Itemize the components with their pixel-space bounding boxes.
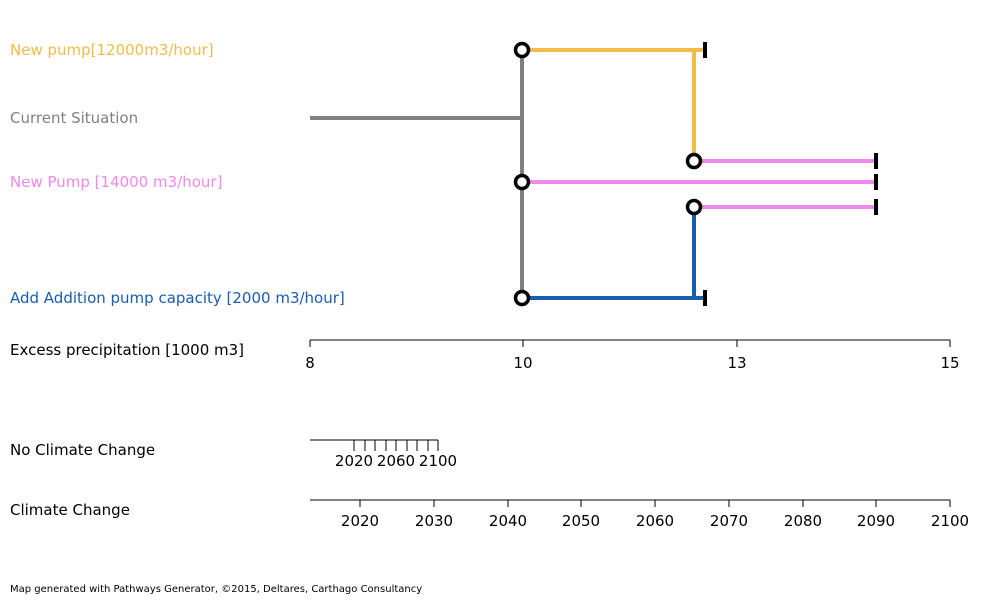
precipitation-tick-label: 13: [727, 354, 746, 372]
no-climate-change-axis: 2020 2060 2100: [310, 439, 457, 470]
climate-change-tick-label: 2090: [857, 512, 895, 530]
precipitation-tick-label: 8: [305, 354, 315, 372]
pathway-label-add-pump-capacity: Add Addition pump capacity [2000 m3/hour…: [10, 289, 345, 307]
climate-change-tick-label: 2060: [636, 512, 674, 530]
climate-change-axis: 2020 2030 2040 2050 2060 2070 2080 2090 …: [310, 499, 969, 530]
transfer-station-lower-14000: [685, 198, 703, 216]
transfer-station-upper-14000: [685, 152, 703, 170]
precipitation-axis: 8 10 13 15: [305, 339, 960, 372]
precipitation-tick-label: 10: [513, 354, 532, 372]
pathway-label-new-pump-14000: New Pump [14000 m3/hour]: [10, 173, 223, 191]
climate-change-tick-label: 2100: [931, 512, 969, 530]
precipitation-axis-label: Excess precipitation [1000 m3]: [10, 341, 245, 359]
climate-change-tick-label: 2040: [489, 512, 527, 530]
precipitation-tick-label: 15: [940, 354, 959, 372]
transfer-station-add-pump-capacity: [513, 289, 531, 307]
no-climate-change-tick-label: 2020: [335, 452, 373, 470]
no-climate-change-tick-label: 2100: [419, 452, 457, 470]
climate-change-tick-label: 2050: [562, 512, 600, 530]
climate-change-tick-label: 2030: [415, 512, 453, 530]
climate-change-label: Climate Change: [10, 501, 130, 519]
pathway-label-new-pump-12000: New pump[12000m3/hour]: [10, 41, 214, 59]
footer-credit: Map generated with Pathways Generator, ©…: [10, 584, 423, 595]
climate-change-tick-label: 2070: [710, 512, 748, 530]
transfer-station-new-pump-12000: [513, 41, 531, 59]
pathway-label-current-situation: Current Situation: [10, 109, 139, 127]
climate-change-tick-label: 2080: [784, 512, 822, 530]
transfer-station-new-pump-14000: [513, 173, 531, 191]
no-climate-change-label: No Climate Change: [10, 441, 156, 459]
no-climate-change-tick-label: 2060: [377, 452, 415, 470]
climate-change-tick-label: 2020: [341, 512, 379, 530]
